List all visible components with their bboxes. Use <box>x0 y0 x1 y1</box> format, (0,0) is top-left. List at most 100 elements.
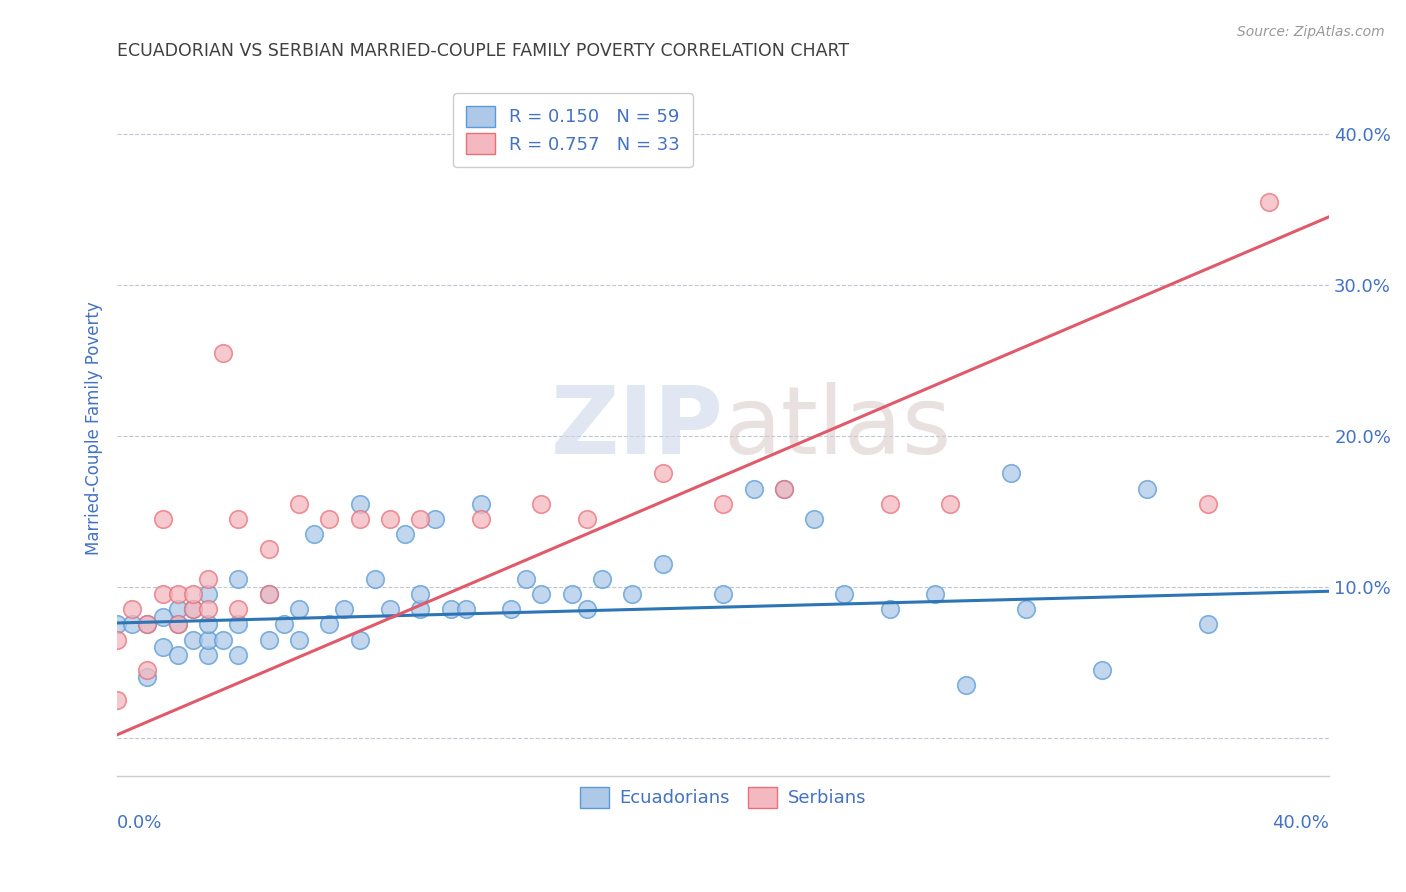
Point <box>197 632 219 647</box>
Point <box>228 602 250 616</box>
Point <box>349 512 371 526</box>
Point <box>257 632 280 647</box>
Legend: R = 0.150   N = 59, R = 0.757   N = 33: R = 0.150 N = 59, R = 0.757 N = 33 <box>454 94 693 167</box>
Point <box>879 497 901 511</box>
Point <box>409 512 432 526</box>
Point <box>257 541 280 556</box>
Point <box>515 572 537 586</box>
Point <box>257 587 280 601</box>
Point <box>181 587 204 601</box>
Point <box>212 345 235 359</box>
Point <box>439 602 461 616</box>
Point <box>136 617 159 632</box>
Point <box>742 482 765 496</box>
Point <box>651 467 673 481</box>
Point <box>228 648 250 662</box>
Point <box>152 640 174 654</box>
Point <box>166 617 188 632</box>
Point <box>212 632 235 647</box>
Point <box>530 497 553 511</box>
Point <box>105 617 128 632</box>
Point <box>166 648 188 662</box>
Point <box>121 617 143 632</box>
Text: atlas: atlas <box>723 382 952 475</box>
Point <box>711 497 734 511</box>
Point <box>152 610 174 624</box>
Point <box>136 617 159 632</box>
Point <box>105 632 128 647</box>
Point <box>288 602 311 616</box>
Point <box>470 497 492 511</box>
Point <box>879 602 901 616</box>
Point <box>454 602 477 616</box>
Text: ECUADORIAN VS SERBIAN MARRIED-COUPLE FAMILY POVERTY CORRELATION CHART: ECUADORIAN VS SERBIAN MARRIED-COUPLE FAM… <box>117 42 849 60</box>
Point <box>803 512 825 526</box>
Point <box>470 512 492 526</box>
Point <box>166 587 188 601</box>
Point <box>121 602 143 616</box>
Point <box>1197 497 1219 511</box>
Point <box>1257 194 1279 209</box>
Point <box>152 512 174 526</box>
Point <box>575 512 598 526</box>
Point <box>394 526 416 541</box>
Point <box>288 632 311 647</box>
Point <box>364 572 387 586</box>
Point <box>197 587 219 601</box>
Point <box>318 617 340 632</box>
Point <box>181 602 204 616</box>
Text: 40.0%: 40.0% <box>1272 814 1329 832</box>
Point <box>409 587 432 601</box>
Point <box>152 587 174 601</box>
Point <box>834 587 856 601</box>
Y-axis label: Married-Couple Family Poverty: Married-Couple Family Poverty <box>86 301 103 555</box>
Point <box>349 497 371 511</box>
Point <box>711 587 734 601</box>
Text: ZIP: ZIP <box>550 382 723 475</box>
Point <box>197 602 219 616</box>
Point <box>530 587 553 601</box>
Point <box>181 632 204 647</box>
Point <box>105 693 128 707</box>
Point <box>302 526 325 541</box>
Point <box>228 617 250 632</box>
Point <box>197 648 219 662</box>
Point <box>318 512 340 526</box>
Point <box>333 602 356 616</box>
Point <box>1091 663 1114 677</box>
Point <box>136 663 159 677</box>
Point <box>166 602 188 616</box>
Point <box>575 602 598 616</box>
Point <box>257 587 280 601</box>
Point <box>273 617 295 632</box>
Point <box>955 678 977 692</box>
Point <box>166 617 188 632</box>
Point <box>651 557 673 571</box>
Point <box>349 632 371 647</box>
Point <box>1197 617 1219 632</box>
Point <box>1136 482 1159 496</box>
Point <box>591 572 613 586</box>
Point <box>181 602 204 616</box>
Point <box>561 587 583 601</box>
Point <box>197 572 219 586</box>
Point <box>228 572 250 586</box>
Point <box>924 587 946 601</box>
Point <box>939 497 962 511</box>
Point <box>1000 467 1022 481</box>
Point <box>1015 602 1038 616</box>
Point <box>136 670 159 684</box>
Point <box>425 512 447 526</box>
Text: 0.0%: 0.0% <box>117 814 163 832</box>
Text: Source: ZipAtlas.com: Source: ZipAtlas.com <box>1237 25 1385 39</box>
Point <box>378 602 401 616</box>
Point <box>621 587 644 601</box>
Point <box>772 482 794 496</box>
Point <box>409 602 432 616</box>
Point <box>772 482 794 496</box>
Point <box>378 512 401 526</box>
Point <box>501 602 523 616</box>
Point <box>197 617 219 632</box>
Point <box>288 497 311 511</box>
Point <box>228 512 250 526</box>
